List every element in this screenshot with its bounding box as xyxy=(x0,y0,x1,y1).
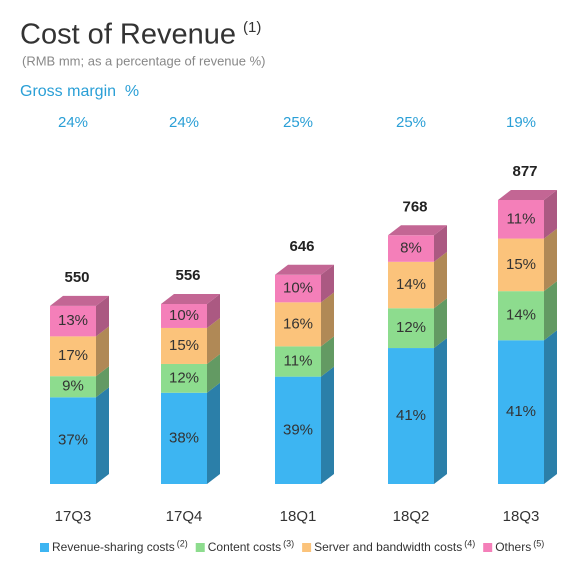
bar-segment-side xyxy=(544,228,557,292)
bar-segment xyxy=(161,392,207,484)
segment-label: 37% xyxy=(58,432,88,449)
bar-segment xyxy=(388,261,434,309)
segment-label: 12% xyxy=(396,319,426,336)
bar-segment xyxy=(50,336,96,377)
total-label: 768 xyxy=(402,198,427,215)
bar-segment-side xyxy=(207,317,220,364)
bar-segment-side xyxy=(434,251,447,309)
segment-label: 15% xyxy=(169,337,199,354)
segment-label: 10% xyxy=(169,307,199,324)
segment-label: 11% xyxy=(284,352,313,369)
bar-top xyxy=(275,264,334,275)
bar-segment xyxy=(161,363,207,393)
gross-margin-value: 25% xyxy=(396,114,426,131)
segment-label: 14% xyxy=(506,307,536,324)
bar-segment xyxy=(275,274,321,303)
bar-segment xyxy=(388,235,434,262)
bar-segment xyxy=(50,397,96,484)
bar-top xyxy=(161,293,220,304)
bar-top xyxy=(388,225,447,236)
bar-segment-side xyxy=(207,293,220,328)
title-note: (1) xyxy=(243,19,261,36)
bar-segment xyxy=(388,348,434,484)
x-tick-label: 17Q4 xyxy=(166,508,203,525)
bar-segment xyxy=(498,291,544,341)
bar-segment-side xyxy=(96,366,109,398)
legend-label: Server and bandwidth costs xyxy=(314,540,462,554)
segment-label: 9% xyxy=(62,378,84,395)
segment-label: 8% xyxy=(400,240,422,257)
bar-segment-side xyxy=(96,295,109,337)
bar-segment xyxy=(498,238,544,292)
bar-segment-side xyxy=(321,264,334,303)
segment-label: 16% xyxy=(283,315,313,332)
legend-note: (4) xyxy=(464,538,475,548)
legend-swatch xyxy=(483,543,493,552)
legend-note: (5) xyxy=(533,538,544,548)
segment-label: 13% xyxy=(58,312,88,329)
bar-segment xyxy=(275,376,321,484)
bar-segment xyxy=(388,308,434,349)
gross-margin-value: 24% xyxy=(58,114,88,131)
bar-segment-side xyxy=(434,298,447,349)
bar-segment-side xyxy=(96,326,109,377)
gross-margin-value: 25% xyxy=(283,114,313,131)
x-tick-label: 18Q1 xyxy=(280,508,317,525)
bar-top xyxy=(50,295,109,306)
bar-segment xyxy=(161,303,207,328)
legend-label: Revenue-sharing costs xyxy=(52,540,175,554)
bar-segment xyxy=(161,327,207,364)
bar-segment xyxy=(275,302,321,347)
gross-margin-label: Gross margin % xyxy=(20,83,139,100)
segment-label: 12% xyxy=(169,369,199,386)
bar-segment-side xyxy=(544,281,557,341)
segment-label: 11% xyxy=(507,210,536,227)
total-label: 877 xyxy=(512,163,537,180)
segment-label: 41% xyxy=(396,407,426,424)
total-label: 550 xyxy=(64,269,89,286)
bar-segment-side xyxy=(207,353,220,393)
x-tick-label: 18Q3 xyxy=(503,508,540,525)
bar-segment-side xyxy=(207,382,220,484)
bar-segment-side xyxy=(544,330,557,484)
segment-label: 17% xyxy=(58,347,88,364)
x-tick-label: 17Q3 xyxy=(55,508,92,525)
legend-label: Content costs xyxy=(208,540,281,554)
total-label: 646 xyxy=(289,238,314,255)
bar-segment xyxy=(50,376,96,398)
bar-segment-side xyxy=(96,387,109,484)
subtitle: (RMB mm; as a percentage of revenue %) xyxy=(22,53,266,68)
bar-segment-side xyxy=(321,336,334,377)
legend-swatch xyxy=(40,543,49,552)
chart-title: Cost of Revenue xyxy=(20,19,236,51)
bar-segment xyxy=(498,200,544,239)
segment-label: 39% xyxy=(283,421,313,438)
segment-label: 41% xyxy=(506,403,536,420)
bar-segment-side xyxy=(544,190,557,239)
bar-segment xyxy=(50,305,96,337)
legend-note: (2) xyxy=(177,538,188,548)
segment-label: 15% xyxy=(506,256,536,273)
legend-swatch xyxy=(302,543,312,552)
bar-segment-side xyxy=(321,366,334,484)
x-tick-label: 18Q2 xyxy=(393,508,430,525)
bar-segment xyxy=(275,346,321,377)
bar-segment-side xyxy=(434,225,447,262)
bar-segment-side xyxy=(321,292,334,347)
segment-label: 10% xyxy=(283,280,313,297)
legend-note: (3) xyxy=(283,538,294,548)
legend-label: Others xyxy=(495,540,531,554)
bar-segment-side xyxy=(434,338,447,484)
total-label: 556 xyxy=(175,267,200,284)
gross-margin-value: 24% xyxy=(169,114,199,131)
segment-label: 38% xyxy=(169,429,199,446)
segment-label: 14% xyxy=(396,276,426,293)
legend-swatch xyxy=(195,543,205,552)
bar-top xyxy=(498,190,557,200)
bar-segment xyxy=(498,340,544,484)
gross-margin-value: 19% xyxy=(506,114,536,131)
